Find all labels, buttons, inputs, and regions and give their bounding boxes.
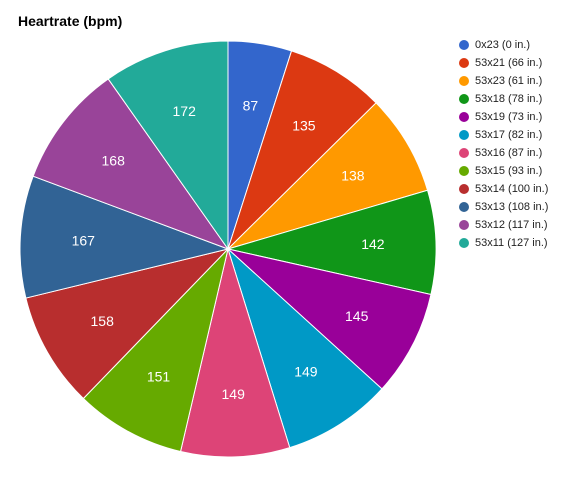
legend-label: 53x11 (127 in.) bbox=[475, 237, 548, 249]
legend-label: 53x13 (108 in.) bbox=[475, 201, 549, 213]
legend-swatch-icon bbox=[459, 238, 469, 248]
legend-swatch-icon bbox=[459, 76, 469, 86]
slice-value-label: 151 bbox=[147, 368, 171, 384]
pie-slice[interactable] bbox=[25, 248, 230, 400]
legend-item[interactable]: 53x11 (127 in.) bbox=[459, 234, 548, 252]
legend-swatch-icon bbox=[459, 166, 469, 176]
slice-value-label: 158 bbox=[91, 313, 115, 329]
pie-slice[interactable] bbox=[226, 247, 383, 449]
pie-slice[interactable] bbox=[226, 189, 437, 296]
slice-value-label: 167 bbox=[72, 232, 96, 248]
pie-slice[interactable] bbox=[227, 102, 429, 250]
legend-item[interactable]: 53x16 (87 in.) bbox=[459, 144, 548, 162]
legend-label: 53x18 (78 in.) bbox=[475, 93, 543, 105]
pie-slice[interactable] bbox=[179, 247, 291, 458]
legend-item[interactable]: 0x23 (0 in.) bbox=[459, 36, 548, 54]
slice-value-label: 87 bbox=[243, 98, 259, 114]
legend-item[interactable]: 53x17 (82 in.) bbox=[459, 126, 548, 144]
legend-label: 53x14 (100 in.) bbox=[475, 183, 549, 195]
legend-swatch-icon bbox=[459, 58, 469, 68]
legend-swatch-icon bbox=[459, 202, 469, 212]
legend-label: 53x21 (66 in.) bbox=[475, 57, 543, 69]
legend-item[interactable]: 53x14 (100 in.) bbox=[459, 180, 548, 198]
legend: 0x23 (0 in.) 53x21 (66 in.) 53x23 (61 in.)… bbox=[459, 36, 548, 252]
legend-item[interactable]: 53x12 (117 in.) bbox=[459, 216, 548, 234]
legend-item[interactable]: 53x23 (61 in.) bbox=[459, 72, 548, 90]
slice-value-label: 168 bbox=[102, 152, 126, 168]
slice-value-label: 142 bbox=[361, 236, 385, 252]
slice-value-label: 145 bbox=[345, 308, 369, 324]
slice-value-label: 172 bbox=[173, 103, 197, 119]
pie-slice[interactable] bbox=[227, 50, 377, 250]
legend-swatch-icon bbox=[459, 40, 469, 50]
slice-value-label: 135 bbox=[292, 118, 316, 134]
slice-value-label: 149 bbox=[294, 363, 318, 379]
legend-item[interactable]: 53x18 (78 in.) bbox=[459, 90, 548, 108]
legend-label: 0x23 (0 in.) bbox=[475, 39, 531, 51]
pie-slice[interactable] bbox=[19, 175, 230, 299]
pie-slice[interactable] bbox=[107, 40, 229, 251]
legend-label: 53x17 (82 in.) bbox=[475, 129, 543, 141]
legend-item[interactable]: 53x21 (66 in.) bbox=[459, 54, 548, 72]
chart-title: Heartrate (bpm) bbox=[18, 13, 123, 29]
pie-slice[interactable] bbox=[82, 247, 229, 453]
legend-swatch-icon bbox=[459, 130, 469, 140]
legend-swatch-icon bbox=[459, 148, 469, 158]
legend-item[interactable]: 53x15 (93 in.) bbox=[459, 162, 548, 180]
legend-swatch-icon bbox=[459, 112, 469, 122]
legend-label: 53x12 (117 in.) bbox=[475, 219, 548, 231]
slice-value-label: 149 bbox=[222, 386, 246, 402]
legend-item[interactable]: 53x19 (73 in.) bbox=[459, 108, 548, 126]
legend-label: 53x23 (61 in.) bbox=[475, 75, 543, 87]
slice-value-label: 138 bbox=[341, 167, 365, 183]
legend-item[interactable]: 53x13 (108 in.) bbox=[459, 198, 548, 216]
legend-swatch-icon bbox=[459, 94, 469, 104]
legend-label: 53x19 (73 in.) bbox=[475, 111, 543, 123]
legend-label: 53x16 (87 in.) bbox=[475, 147, 543, 159]
legend-swatch-icon bbox=[459, 220, 469, 230]
pie-slice[interactable] bbox=[226, 248, 432, 390]
legend-swatch-icon bbox=[459, 184, 469, 194]
legend-label: 53x15 (93 in.) bbox=[475, 165, 543, 177]
pie-slice[interactable] bbox=[32, 78, 230, 251]
